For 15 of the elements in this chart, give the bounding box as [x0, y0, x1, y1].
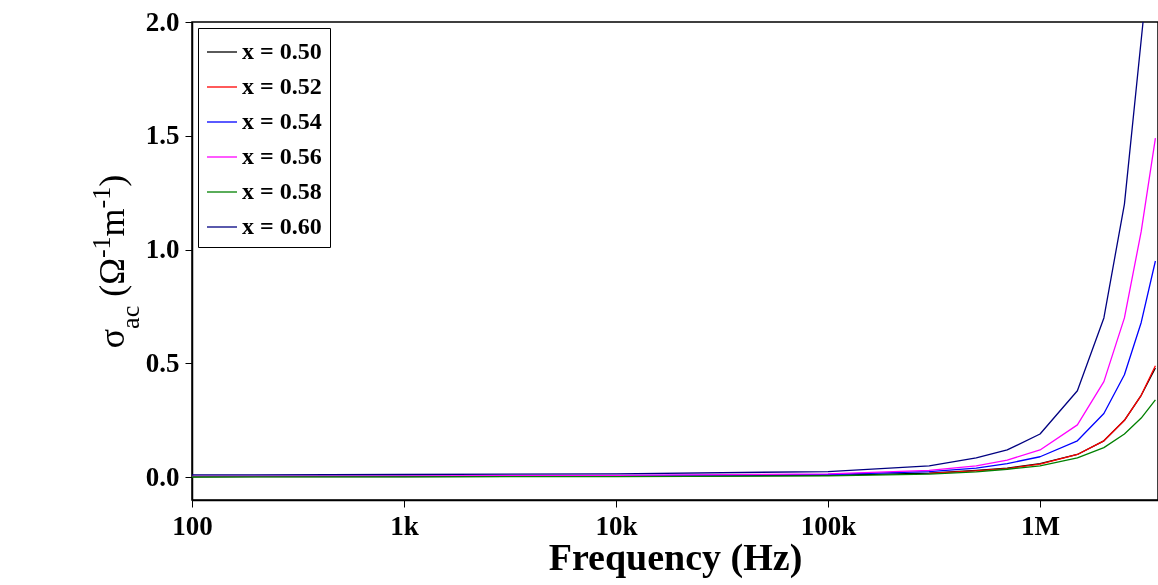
legend-label: x = 0.60 [242, 213, 322, 239]
y-tick-label: 2.0 [145, 6, 180, 37]
legend-label: x = 0.54 [242, 108, 322, 134]
legend-label: x = 0.52 [242, 73, 322, 99]
y-tick-label: 1.0 [145, 234, 180, 265]
x-tick-label: 100k [800, 510, 857, 541]
x-tick-label: 100 [172, 510, 213, 541]
legend-label: x = 0.50 [242, 38, 322, 64]
y-tick-label: 1.5 [145, 120, 180, 151]
y-tick-label: 0.0 [145, 461, 180, 492]
x-tick-label: 1k [390, 510, 419, 541]
x-tick-label: 1M [1021, 510, 1061, 541]
legend-label: x = 0.56 [242, 143, 322, 169]
legend-label: x = 0.58 [242, 178, 322, 204]
y-tick-label: 0.5 [145, 347, 180, 378]
